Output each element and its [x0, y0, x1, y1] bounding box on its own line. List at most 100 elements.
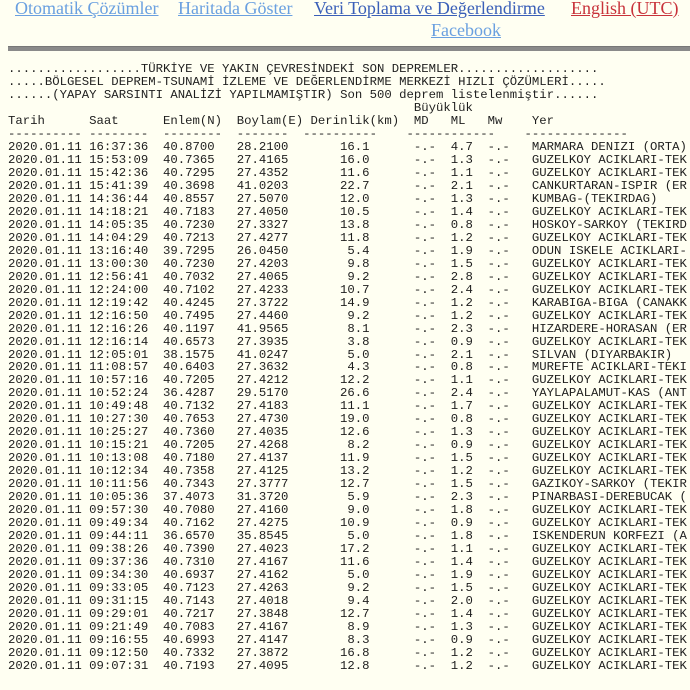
- cell-ml: 1.8: [450, 529, 473, 544]
- col-depth: Derinlik(km): [310, 114, 400, 128]
- cell-lon: 27.4268: [236, 438, 289, 453]
- cell-md: -.-: [413, 204, 436, 219]
- cell-depth: 9.2: [347, 308, 370, 323]
- table-row: 2020.01.11 09:49:34 40.7162 27.4275 10.9 -.- 0…: [8, 516, 687, 531]
- cell-lon: 27.4125: [236, 464, 289, 479]
- cell-place: GUZELKOY ACIKLARI-TEK: [531, 632, 687, 647]
- col-time: Saat: [89, 114, 119, 128]
- table-row: 2020.01.11 16:37:36 40.8700 28.2100 16.1 -.- 4…: [8, 141, 687, 154]
- facebook-link[interactable]: Facebook: [431, 20, 501, 40]
- cell-date: 2020.01.11: [8, 645, 82, 660]
- cell-date: 2020.01.11: [8, 347, 82, 362]
- cell-ml: 0.9: [450, 516, 473, 531]
- cell-ml: 1.1: [450, 165, 473, 180]
- cell-place: GUZELKOY ACIKLARI-TEK: [531, 567, 687, 582]
- cell-md: -.-: [413, 243, 436, 258]
- table-row: 2020.01.11 10:49:48 40.7132 27.4183 11.1 -.- 1…: [8, 399, 687, 414]
- cell-place: ODUN ISKELE ACIKLARI-: [531, 243, 687, 258]
- cell-lat: 40.7213: [162, 230, 215, 245]
- data-collection-link[interactable]: Veri Toplama ve Değerlendirme: [314, 0, 545, 18]
- cell-md: -.-: [413, 282, 436, 297]
- cell-place: GUZELKOY ACIKLARI-TEK: [531, 308, 687, 323]
- cell-depth: 5.4: [347, 243, 370, 258]
- cell-mw: -.-: [487, 658, 510, 673]
- cell-md: -.-: [413, 152, 436, 167]
- auto-solutions-link[interactable]: Otomatik Çözümler: [15, 0, 159, 18]
- cell-depth: 9.4: [347, 593, 370, 608]
- cell-date: 2020.01.11: [8, 593, 82, 608]
- col-mw: Mw: [487, 114, 503, 128]
- show-on-map-link[interactable]: Haritada Göster: [178, 0, 293, 18]
- cell-place: GUZELKOY ACIKLARI-TEK: [531, 334, 687, 349]
- cell-ml: 1.4: [450, 555, 473, 569]
- cell-time: 15:41:39: [89, 178, 149, 193]
- english-utc-link[interactable]: English (UTC): [571, 0, 679, 18]
- cell-lon: 27.3777: [236, 477, 289, 492]
- cell-mw: -.-: [487, 580, 510, 595]
- cell-ml: 2.4: [450, 386, 473, 401]
- cell-date: 2020.01.11: [8, 243, 82, 258]
- cell-place: GUZELKOY ACIKLARI-TEK: [531, 645, 687, 660]
- table-row: 2020.01.11 14:36:44 40.8557 27.5070 12.0 -.- 1…: [8, 191, 657, 206]
- cell-depth: 12.7: [340, 477, 370, 492]
- cell-ml: 0.9: [450, 438, 473, 453]
- cell-time: 10:05:36: [89, 490, 149, 505]
- cell-ml: 1.5: [450, 580, 473, 595]
- cell-depth: 12.0: [340, 191, 370, 206]
- cell-depth: 8.2: [347, 438, 370, 453]
- cell-depth: 4.3: [347, 360, 370, 375]
- cell-depth: 14.9: [340, 295, 370, 310]
- cell-time: 09:33:05: [89, 580, 149, 595]
- table-row: 2020.01.11 09:16:55 40.6993 27.4147 8.3 -.- 0.…: [8, 632, 687, 647]
- cell-place: GUZELKOY ACIKLARI-TEK: [531, 516, 687, 531]
- cell-place: GUZELKOY ACIKLARI-TEK: [531, 204, 687, 219]
- cell-date: 2020.01.11: [8, 555, 82, 569]
- cell-lon: 27.4160: [236, 503, 289, 518]
- cell-depth: 3.8: [347, 334, 370, 349]
- cell-mw: -.-: [487, 516, 510, 531]
- cell-lat: 40.7143: [162, 593, 215, 608]
- cell-mw: -.-: [487, 269, 510, 284]
- cell-depth: 11.6: [340, 555, 370, 569]
- cell-ml: 0.8: [450, 217, 473, 232]
- cell-place: GUZELKOY ACIKLARI-TEK: [531, 152, 687, 167]
- cell-date: 2020.01.11: [8, 308, 82, 323]
- cell-place: GUZELKOY ACIKLARI-TEK: [531, 256, 687, 271]
- cell-md: -.-: [413, 477, 436, 492]
- header-subtitle-line: .....BÖLGESEL DEPREM-TSUNAMİ İZLEME VE D…: [8, 75, 606, 89]
- cell-time: 09:44:11: [89, 529, 149, 544]
- cell-md: -.-: [413, 399, 436, 414]
- cell-time: 14:04:29: [89, 230, 149, 245]
- cell-lon: 27.4165: [236, 152, 289, 167]
- cell-md: -.-: [413, 386, 436, 401]
- cell-mw: -.-: [487, 165, 510, 180]
- cell-lon: 27.4065: [236, 269, 289, 284]
- cell-ml: 2.4: [450, 282, 473, 297]
- cell-mw: -.-: [487, 632, 510, 647]
- cell-place: GUZELKOY ACIKLARI-TEK: [531, 269, 687, 284]
- table-row: 2020.01.11 09:31:15 40.7143 27.4018 9.4 -.- 2.…: [8, 593, 687, 608]
- cell-lon: 27.3722: [236, 295, 289, 310]
- cell-depth: 5.9: [347, 490, 370, 505]
- cell-md: -.-: [413, 230, 436, 245]
- cell-date: 2020.01.11: [8, 295, 82, 310]
- cell-lon: 27.5070: [236, 191, 289, 206]
- cell-depth: 16.0: [340, 152, 370, 167]
- cell-time: 11:08:57: [89, 360, 149, 375]
- table-row: 2020.01.11 10:27:30 40.7653 27.4730 19.0 -.- 0…: [8, 412, 687, 427]
- table-row: 2020.01.11 10:13:08 40.7180 27.4137 11.9 -.- 1…: [8, 451, 687, 466]
- cell-time: 10:12:34: [89, 464, 149, 479]
- cell-ml: 0.8: [450, 412, 473, 427]
- cell-date: 2020.01.11: [8, 477, 82, 492]
- cell-lon: 27.4023: [236, 542, 289, 557]
- cell-lat: 40.7180: [162, 451, 215, 466]
- cell-time: 09:07:31: [89, 658, 149, 673]
- cell-depth: 8.9: [347, 619, 370, 634]
- cell-md: -.-: [413, 516, 436, 531]
- horizontal-divider: [8, 46, 690, 51]
- cell-mw: -.-: [487, 593, 510, 608]
- cell-lon: 27.4263: [236, 580, 289, 595]
- cell-time: 09:57:30: [89, 503, 149, 518]
- cell-mw: -.-: [487, 152, 510, 167]
- cell-md: -.-: [413, 438, 436, 453]
